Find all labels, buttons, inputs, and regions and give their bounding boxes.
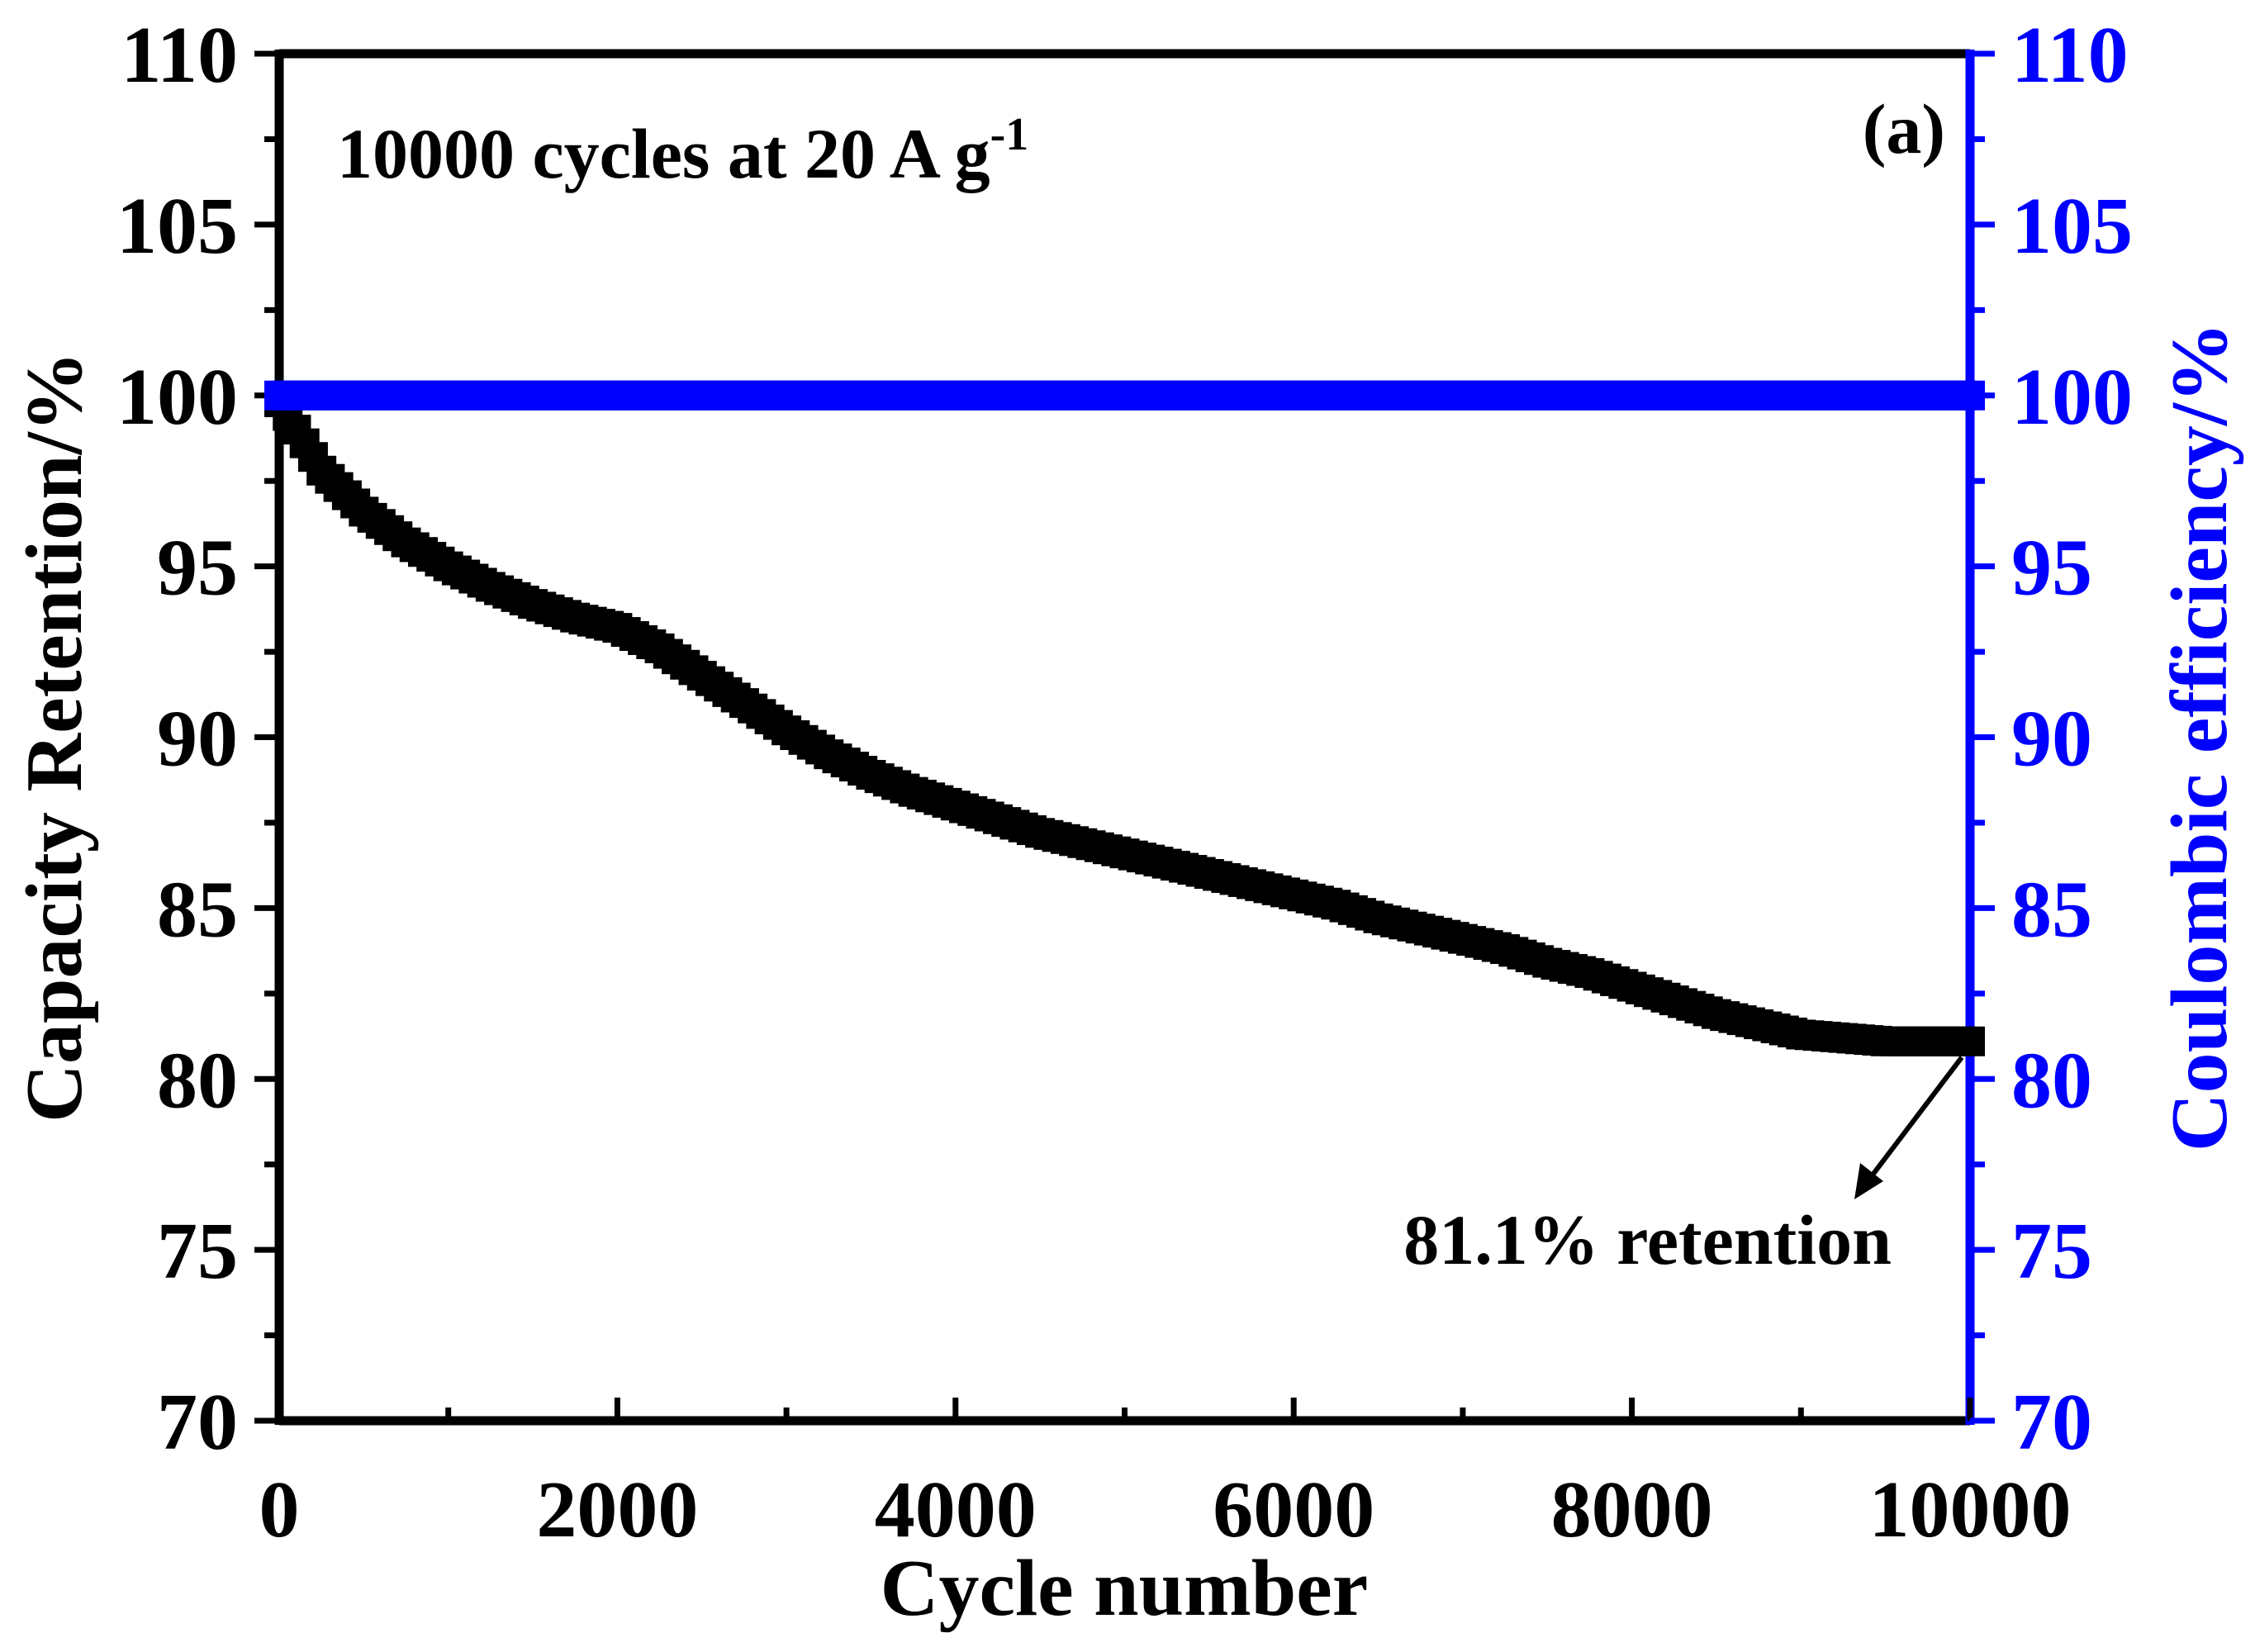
y-right-tick-label: 85 <box>2011 865 2092 954</box>
y-axis-right-title: Coulombic efficiency/% <box>2155 322 2244 1151</box>
ticks-layer: 0 2000 4000 6000 8000 10000707580859095100105… <box>116 11 2133 1555</box>
series-capacity-retention <box>264 387 1985 1056</box>
y-left-tick-label: 75 <box>157 1207 238 1296</box>
x-tick-label: 10000 <box>1869 1465 2072 1555</box>
y-right-tick-label: 70 <box>2011 1378 2092 1467</box>
y-left-tick-label: 80 <box>157 1036 238 1125</box>
y-right-tick-label: 110 <box>2011 11 2129 100</box>
y-right-tick-label: 75 <box>2011 1207 2092 1296</box>
retention-arrow-line <box>1868 1056 1964 1179</box>
y-right-tick-label: 90 <box>2011 695 2092 784</box>
retention-arrowhead <box>1854 1163 1883 1199</box>
y-left-tick-label: 110 <box>121 11 238 100</box>
y-right-tick-label: 95 <box>2011 524 2092 613</box>
annotation-superscript: -1 <box>990 109 1029 160</box>
x-axis-title: Cycle number <box>881 1544 1369 1633</box>
panel-label: (a) <box>1863 89 1945 169</box>
y-right-tick-label: 105 <box>2011 182 2133 271</box>
y-axis-left-title: Capacity Retention/% <box>10 351 99 1123</box>
x-tick-label: 6000 <box>1213 1465 1374 1555</box>
annotation-retention: 81.1% retention <box>1403 1200 1892 1279</box>
y-left-tick-label: 95 <box>157 524 238 613</box>
x-tick-label: 2000 <box>536 1465 698 1555</box>
y-left-tick-label: 105 <box>116 182 238 271</box>
y-right-tick-label: 80 <box>2011 1036 2092 1125</box>
y-left-tick-label: 85 <box>157 865 238 954</box>
data-point <box>1955 1026 1985 1056</box>
y-left-tick-label: 100 <box>116 353 238 442</box>
x-tick-label: 4000 <box>875 1465 1037 1555</box>
y-left-tick-label: 90 <box>157 695 238 784</box>
y-right-tick-label: 100 <box>2011 353 2133 442</box>
x-tick-label: 8000 <box>1551 1465 1713 1555</box>
data-layer <box>264 380 1985 1056</box>
series-coulombic-efficiency <box>264 380 1985 411</box>
y-left-tick-label: 70 <box>157 1378 238 1467</box>
annotation-cycles: 10000 cycles at 20 A g-1 <box>337 109 1028 193</box>
x-tick-label: 0 <box>259 1465 300 1555</box>
data-point <box>1955 380 1985 411</box>
